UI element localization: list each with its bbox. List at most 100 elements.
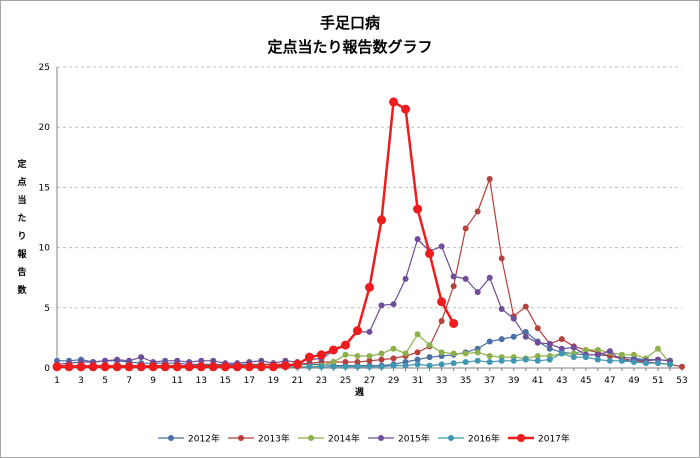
data-point — [558, 336, 565, 343]
legend-item: 2015年 — [368, 433, 430, 445]
x-tick-label: 49 — [628, 376, 640, 386]
data-point — [256, 362, 266, 372]
x-tick-label: 35 — [460, 376, 471, 386]
data-point — [414, 331, 421, 338]
legend-swatch-marker — [308, 435, 314, 441]
data-point — [498, 255, 505, 262]
x-tick-label: 31 — [412, 376, 423, 386]
data-point — [354, 363, 361, 370]
x-tick-label: 21 — [292, 376, 303, 386]
x-tick-label: 33 — [436, 376, 447, 386]
data-point — [366, 352, 373, 359]
data-point — [450, 350, 457, 357]
data-point — [52, 362, 62, 372]
data-point — [462, 358, 469, 365]
data-point — [64, 362, 74, 372]
data-point — [438, 318, 445, 325]
data-point — [679, 363, 685, 370]
data-point — [534, 352, 541, 359]
data-point — [318, 363, 325, 370]
x-tick-label: 37 — [484, 376, 495, 386]
data-point — [546, 345, 553, 352]
data-point — [426, 354, 433, 361]
data-point — [196, 362, 206, 372]
data-point — [450, 273, 457, 280]
data-point — [582, 354, 589, 361]
x-tick-label: 5 — [102, 376, 108, 386]
data-point — [414, 356, 421, 363]
x-tick-label: 1 — [54, 376, 60, 386]
data-point — [402, 350, 409, 357]
chart-title: 手足口病 — [319, 14, 380, 32]
y-tick-label: 5 — [44, 304, 50, 314]
data-point — [462, 350, 469, 357]
series-2013年 — [54, 175, 685, 370]
data-point — [642, 360, 649, 367]
x-tick-label: 53 — [676, 376, 687, 386]
data-point — [136, 362, 146, 372]
x-tick-labels: 1 3 5 7 9 11 13 15 17 19 21 23 25 27 29 31 33 35 37 39 41 43 4… — [54, 376, 688, 386]
data-point — [220, 362, 230, 372]
data-point — [582, 346, 589, 353]
data-point — [390, 345, 397, 352]
data-point — [606, 348, 613, 355]
legend-label: 2014年 — [328, 433, 360, 445]
series-2017年 — [52, 97, 459, 372]
data-point — [426, 362, 433, 369]
data-point — [437, 297, 447, 307]
data-point — [88, 362, 98, 372]
data-point — [377, 215, 387, 225]
axes — [56, 67, 683, 371]
legend-swatch-marker — [378, 435, 384, 441]
data-point — [594, 356, 601, 363]
data-point — [352, 326, 362, 336]
series-line — [56, 238, 671, 365]
data-point — [366, 363, 373, 370]
data-point — [124, 362, 134, 372]
y-tick-label: 0 — [44, 364, 50, 374]
data-point — [174, 357, 181, 364]
series-line — [57, 100, 455, 369]
data-point — [522, 333, 529, 340]
data-point — [148, 362, 158, 372]
legend-swatch-marker — [168, 435, 174, 441]
data-point — [114, 356, 121, 363]
data-point — [450, 360, 457, 367]
data-point — [558, 345, 565, 352]
data-point — [594, 346, 601, 353]
legend-swatch-marker — [448, 435, 454, 441]
data-point — [438, 361, 445, 368]
x-tick-label: 15 — [220, 376, 231, 386]
x-tick-label: 29 — [388, 376, 400, 386]
data-point — [546, 356, 553, 363]
series-line — [57, 331, 671, 367]
data-point — [304, 352, 314, 362]
data-point — [594, 351, 601, 358]
data-point — [354, 358, 361, 365]
data-point — [390, 362, 397, 369]
legend-label: 2012年 — [188, 433, 220, 445]
data-point — [126, 357, 133, 364]
x-axis-label: 週 — [355, 388, 365, 398]
data-point — [486, 274, 493, 281]
data-point — [558, 350, 565, 357]
data-point — [414, 361, 421, 368]
data-point — [316, 350, 326, 360]
data-point — [630, 351, 637, 358]
x-tick-label: 41 — [532, 376, 543, 386]
x-tick-label: 47 — [604, 376, 615, 386]
data-point — [474, 349, 481, 356]
x-tick-label: 27 — [364, 376, 375, 386]
data-point — [414, 349, 421, 356]
y-tick-label: 20 — [39, 123, 51, 133]
data-point — [328, 345, 338, 355]
legend-swatch-marker — [238, 435, 244, 441]
data-point — [340, 340, 350, 350]
data-point — [510, 333, 517, 340]
data-point — [413, 204, 423, 214]
data-point — [449, 318, 459, 328]
data-point — [378, 302, 385, 309]
data-point — [498, 306, 505, 313]
data-point — [160, 362, 170, 372]
